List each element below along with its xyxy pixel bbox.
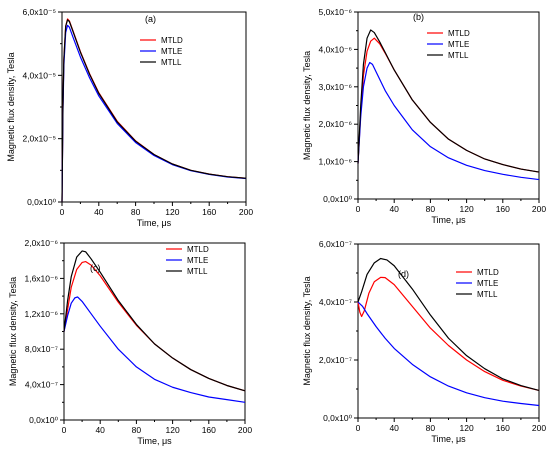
panel-label: (a) <box>145 14 156 24</box>
y-tick-label: 1,0x10⁻⁶ <box>318 157 352 167</box>
y-tick-label: 6,0x10⁻⁷ <box>319 239 352 249</box>
series-line-mtle <box>63 296 246 403</box>
x-tick-label: 160 <box>202 425 216 435</box>
y-axis-title: Magnetic flux density, Tesla <box>302 51 312 160</box>
series-line-mtle <box>357 301 540 407</box>
x-tick-label: 80 <box>426 204 436 214</box>
x-axis-title: Time, μs <box>431 215 466 225</box>
chart-panel-4: 0 40 80 120 160 200 0,0x10⁰ 2,0x10⁻⁷ 4,0x10⁻⁷ 6,0… <box>302 239 546 444</box>
x-tick-label: 200 <box>532 204 546 214</box>
y-tick-label: 1,6x10⁻⁶ <box>24 273 58 283</box>
legend: MTLD MTLE MTLL <box>166 245 209 276</box>
legend-label: MTLE <box>477 279 498 288</box>
y-tick-label: 4,0x10⁻⁶ <box>318 44 352 54</box>
series-line-mtll <box>61 19 247 203</box>
y-tick-label: 2,0x10⁻⁷ <box>319 355 352 365</box>
y-tick-label: 0,0x10⁰ <box>29 415 59 425</box>
x-tick-label: 80 <box>131 207 141 217</box>
series-line-mtle <box>357 61 540 181</box>
legend-label: MTLL <box>161 58 182 67</box>
legend: MTLD MTLE MTLL <box>456 268 499 299</box>
x-tick-label: 120 <box>460 204 474 214</box>
series-line-mtld <box>357 276 540 392</box>
y-tick-label: 1,2x10⁻⁶ <box>24 309 58 319</box>
y-axis-title: Magnetic flux density, Tesla <box>302 276 312 385</box>
x-tick-label: 120 <box>165 207 179 217</box>
legend: MTLD MTLE MTLL <box>140 36 183 67</box>
y-tick-label: 8,0x10⁻⁷ <box>25 344 58 354</box>
x-tick-label: 40 <box>95 425 105 435</box>
x-axis-title: Time, μs <box>137 436 172 446</box>
x-tick-label: 0 <box>60 207 65 217</box>
y-tick-label: 0,0x10⁰ <box>323 413 353 423</box>
x-tick-label: 200 <box>238 425 252 435</box>
y-tick-label: 4,0x10⁻⁵ <box>22 70 56 80</box>
series-line-mtll <box>357 257 540 392</box>
y-tick-label: 2,0x10⁻⁶ <box>318 119 352 129</box>
x-tick-label: 40 <box>389 204 399 214</box>
y-tick-label: 4,0x10⁻⁷ <box>25 380 58 390</box>
x-tick-label: 0 <box>62 425 67 435</box>
x-tick-label: 80 <box>426 423 436 433</box>
legend-label: MTLL <box>477 290 498 299</box>
y-axis-title: Magnetic flux density, Tesla <box>6 52 16 161</box>
x-axis-title: Time, μs <box>431 434 466 444</box>
series-line-mtld <box>63 260 246 392</box>
y-tick-label: 0,0x10⁰ <box>27 197 57 207</box>
x-tick-label: 0 <box>356 423 361 433</box>
x-tick-label: 40 <box>389 423 399 433</box>
x-tick-label: 0 <box>356 204 361 214</box>
y-axis-title: Magnetic flux density, Tesla <box>8 277 18 386</box>
y-tick-label: 2,0x10⁻⁶ <box>24 238 58 248</box>
panel-label: (b) <box>413 12 424 22</box>
y-tick-label: 0,0x10⁰ <box>323 194 353 204</box>
x-tick-label: 160 <box>496 204 510 214</box>
panel-label: (c) <box>90 263 101 273</box>
legend-label: MTLE <box>448 40 469 49</box>
x-axis-title: Time, μs <box>137 218 172 228</box>
x-tick-label: 120 <box>166 425 180 435</box>
plot-frame <box>357 243 540 419</box>
legend-label: MTLD <box>477 268 499 277</box>
x-tick-label: 160 <box>202 207 216 217</box>
legend-label: MTLD <box>448 29 470 38</box>
x-tick-label: 120 <box>460 423 474 433</box>
chart-panel-3: 0 40 80 120 160 200 0,0x10⁰ 4,0x10⁻⁷ 8,0x10⁻⁷ 1,2… <box>8 238 252 446</box>
y-tick-label: 2,0x10⁻⁵ <box>22 134 56 144</box>
x-tick-label: 160 <box>496 423 510 433</box>
x-tick-label: 200 <box>532 423 546 433</box>
y-tick-label: 4,0x10⁻⁷ <box>319 297 352 307</box>
legend-label: MTLL <box>448 51 469 60</box>
x-tick-label: 40 <box>94 207 104 217</box>
series-line-mtll <box>357 29 540 173</box>
y-tick-label: 5,0x10⁻⁶ <box>318 7 352 17</box>
legend-label: MTLL <box>187 267 208 276</box>
y-tick-label: 3,0x10⁻⁶ <box>318 82 352 92</box>
chart-panel-2: 0 40 80 120 160 200 0,0x10⁰ 1,0x10⁻⁶ 2,0x10⁻⁶ 3,0… <box>302 7 546 225</box>
series-line-mtll <box>63 250 246 392</box>
y-tick-label: 6,0x10⁻⁵ <box>22 7 56 17</box>
legend-label: MTLD <box>161 36 183 45</box>
legend-label: MTLE <box>187 256 208 265</box>
panel-label: (d) <box>398 269 409 279</box>
chart-panel-1: 0 40 80 120 160 200 0,0x10⁰ 2,0x10⁻⁵ 4,0x10⁻⁵ 6,0… <box>6 7 253 228</box>
series-line-mtld <box>61 18 247 203</box>
legend-label: MTLE <box>161 47 182 56</box>
legend-label: MTLD <box>187 245 209 254</box>
x-tick-label: 80 <box>132 425 142 435</box>
legend: MTLD MTLE MTLL <box>427 29 470 60</box>
x-tick-label: 200 <box>239 207 253 217</box>
